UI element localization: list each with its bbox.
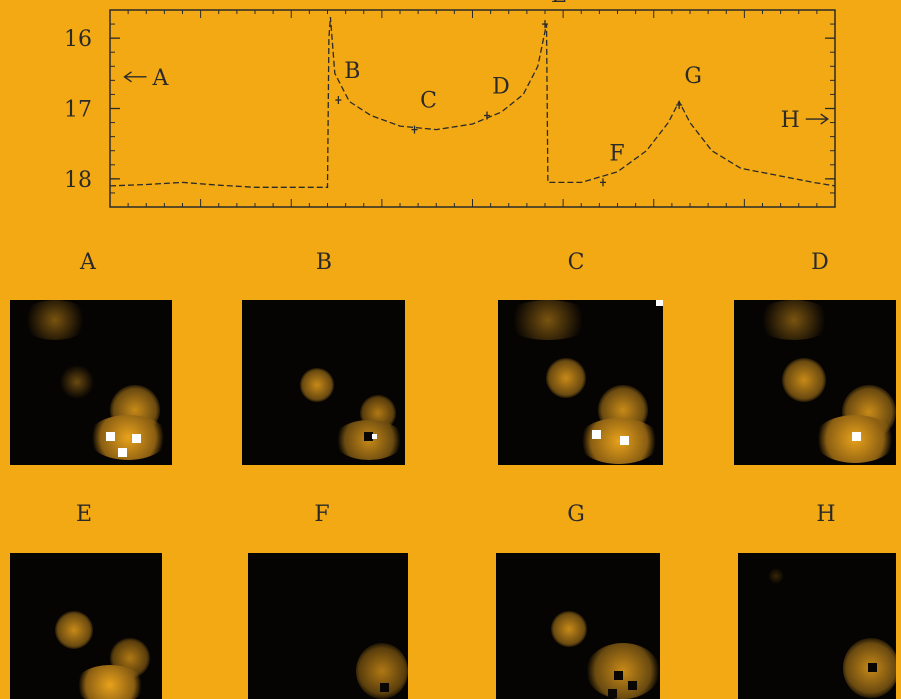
y-tick-label: 16 (64, 27, 92, 52)
image-stamp-d (734, 300, 896, 465)
point-label-a: A (152, 66, 170, 91)
point-label-e: E (551, 0, 567, 8)
panel-label-a: A (80, 250, 96, 275)
panel-label-c: C (567, 250, 585, 275)
point-label-d: D (492, 75, 510, 100)
point-label-c: C (420, 89, 437, 114)
light-curve-chart: 16 17 18 A B C D E F G H (64, 0, 836, 208)
point-label-b: B (344, 59, 360, 84)
panel-label-e: E (75, 502, 93, 527)
image-stamp-h (738, 553, 896, 699)
x-ticks (127, 10, 818, 207)
image-stamp-g (496, 553, 660, 699)
point-label-f: F (609, 141, 624, 166)
panel-label-d: D (811, 250, 829, 275)
image-stamp-e (10, 553, 162, 699)
arrow-h (805, 113, 829, 125)
y-ticks: 16 17 18 (64, 23, 835, 194)
point-label-h: H (781, 108, 800, 133)
panel-label-g: G (567, 502, 585, 527)
image-stamp-f (248, 553, 408, 699)
y-tick-label: 17 (64, 98, 92, 123)
image-stamp-b (242, 300, 405, 465)
y-tick-label: 18 (64, 168, 92, 193)
image-stamp-a (10, 300, 172, 465)
point-labels: A B C D E F G H (152, 0, 800, 166)
light-curve (109, 16, 836, 188)
series-line (109, 16, 836, 188)
arrow-a (123, 71, 147, 83)
marked-points (123, 20, 829, 187)
panel-label-h: H (816, 502, 836, 527)
panel-label-b: B (315, 250, 333, 275)
plot-frame (109, 9, 836, 208)
panel-label-f: F (314, 502, 330, 527)
point-label-g: G (684, 64, 702, 89)
image-stamp-c (498, 300, 663, 465)
